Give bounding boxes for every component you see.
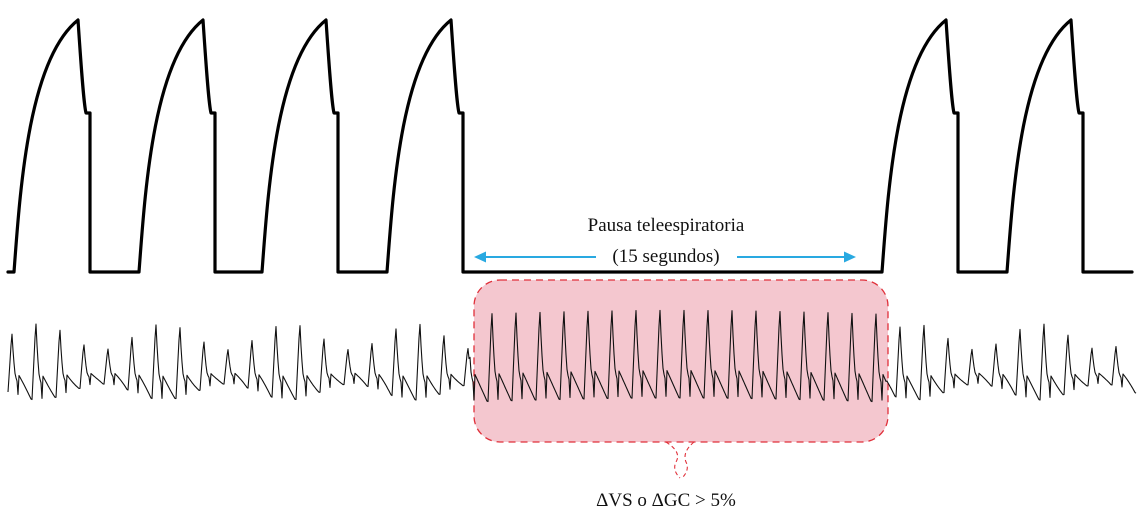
airway-pressure-waveform bbox=[6, 18, 1134, 274]
pause-duration-arrow bbox=[474, 251, 856, 263]
arrow-head-right-icon bbox=[844, 251, 856, 263]
arrow-head-left-icon bbox=[474, 251, 486, 263]
pause-label-line2: (15 segundos) bbox=[612, 246, 719, 267]
result-label: ΔVS o ΔGC > 5% bbox=[596, 490, 736, 511]
highlight-callout-pointer bbox=[665, 441, 695, 479]
arterial-pressure-waveform bbox=[7, 309, 1137, 403]
pause-label-line1: Pausa teleespiratoria bbox=[588, 215, 745, 236]
